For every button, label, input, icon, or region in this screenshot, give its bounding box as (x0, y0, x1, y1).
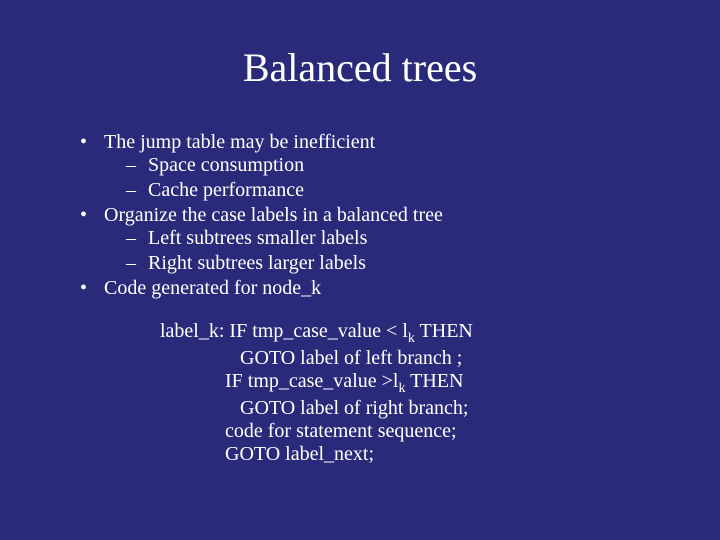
code-block: label_k: IF tmp_case_value < lk THEN GOT… (160, 320, 680, 466)
sub-text: Space consumption (148, 154, 304, 176)
code-line: GOTO label_next; (160, 443, 680, 466)
slide-title: Balanced trees (40, 44, 680, 91)
bullet-item: Organize the case labels in a balanced t… (80, 204, 680, 275)
code-line: code for statement sequence; (160, 420, 680, 443)
bullet-item: The jump table may be inefficient Space … (80, 131, 680, 202)
bullet-text: Organize the case labels in a balanced t… (104, 204, 443, 226)
sub-item: Right subtrees larger labels (126, 252, 680, 275)
sub-list: Space consumption Cache performance (104, 154, 680, 202)
bullet-text: Code generated for node_k (104, 277, 321, 299)
subscript: k (408, 331, 415, 346)
code-line: GOTO label of left branch ; (160, 347, 680, 370)
sub-item: Left subtrees smaller labels (126, 227, 680, 250)
code-line: GOTO label of right branch; (160, 397, 680, 420)
sub-text: Cache performance (148, 179, 304, 201)
sub-list: Left subtrees smaller labels Right subtr… (104, 227, 680, 275)
code-line: label_k: IF tmp_case_value < lk THEN (160, 320, 680, 347)
bullet-list: The jump table may be inefficient Space … (40, 131, 680, 300)
code-line: IF tmp_case_value >lk THEN (160, 370, 680, 397)
sub-item: Space consumption (126, 154, 680, 177)
sub-text: Right subtrees larger labels (148, 252, 366, 274)
sub-text: Left subtrees smaller labels (148, 227, 367, 249)
sub-item: Cache performance (126, 179, 680, 202)
bullet-text: The jump table may be inefficient (104, 131, 375, 153)
slide: Balanced trees The jump table may be ine… (0, 0, 720, 540)
bullet-item: Code generated for node_k (80, 277, 680, 300)
